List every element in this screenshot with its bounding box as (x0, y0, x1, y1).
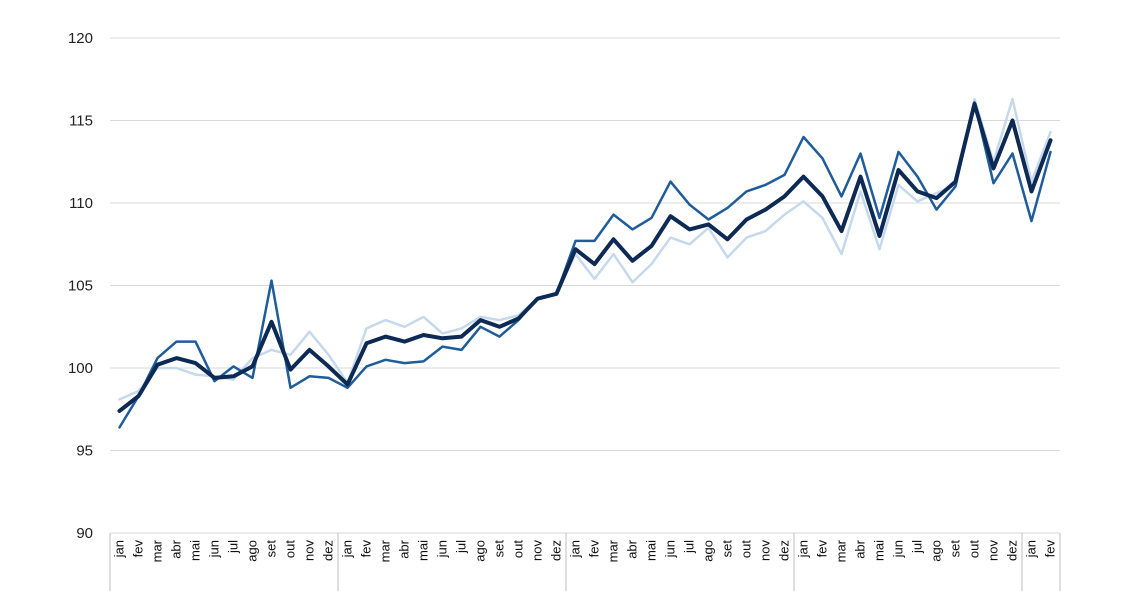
y-tick-label: 90 (76, 525, 93, 542)
x-tick-label: ago (929, 540, 944, 562)
y-tick-label: 110 (69, 195, 93, 212)
x-tick-label: jul (454, 540, 469, 554)
x-tick-label: jan (1024, 540, 1039, 558)
x-tick-label: out (283, 540, 298, 558)
x-tick-label: dez (777, 540, 792, 561)
x-tick-label: ago (473, 540, 488, 562)
x-tick-label: nov (986, 540, 1001, 561)
x-tick-label: jul (226, 540, 241, 554)
y-tick-label: 105 (68, 278, 93, 295)
x-tick-label: dez (321, 540, 336, 561)
x-tick-label: jan (568, 540, 583, 558)
y-axis-ticks: 90 95 100 105 110 115 120 (68, 30, 93, 542)
x-tick-label: set (492, 540, 507, 558)
y-tick-label: 100 (68, 360, 93, 377)
x-tick-label: nov (530, 540, 545, 561)
x-tick-label: out (511, 540, 526, 558)
x-tick-label: jun (435, 540, 450, 558)
x-tick-label: fev (131, 540, 146, 558)
y-tick-label: 120 (68, 30, 93, 47)
x-tick-label: mar (834, 539, 849, 562)
x-tick-label: fev (1043, 540, 1058, 558)
x-tick-label: abr (853, 539, 868, 558)
series-lines (117, 97, 1053, 429)
x-tick-label: jan (796, 540, 811, 558)
x-tick-label: abr (625, 539, 640, 558)
x-tick-label: mar (606, 539, 621, 562)
x-tick-label: fev (587, 540, 602, 558)
x-tick-label: jun (891, 540, 906, 558)
x-tick-label: out (967, 540, 982, 558)
x-tick-label: ago (245, 540, 260, 562)
x-tick-label: set (720, 540, 735, 558)
x-tick-label: jul (910, 540, 925, 554)
x-tick-label: mar (150, 539, 165, 562)
x-tick-label: jul (682, 540, 697, 554)
x-tick-label: fev (359, 540, 374, 558)
x-tick-label: dez (1005, 540, 1020, 561)
x-tick-label: set (948, 540, 963, 558)
x-tick-label: jan (340, 540, 355, 558)
x-tick-label: mai (416, 540, 431, 561)
x-tick-label: dez (549, 540, 564, 561)
x-tick-label: mai (188, 540, 203, 561)
series-line-2 (118, 101, 1052, 429)
x-axis-ticks: jan fev mar abr mai jun jul ago set out nov dez jan f… (112, 539, 1058, 562)
x-tick-label: fev (815, 540, 830, 558)
x-tick-label: out (739, 540, 754, 558)
series-line-1 (118, 97, 1052, 401)
x-tick-label: mai (872, 540, 887, 561)
x-tick-label: jun (207, 540, 222, 558)
x-tick-label: abr (169, 539, 184, 558)
x-tick-label: set (264, 540, 279, 558)
grid-lines (109, 37, 1061, 591)
x-tick-label: mar (378, 539, 393, 562)
x-tick-label: jun (663, 540, 678, 558)
y-tick-label: 115 (69, 113, 93, 130)
x-tick-label: ago (701, 540, 716, 562)
x-tick-label: nov (302, 540, 317, 561)
y-tick-label: 95 (76, 443, 93, 460)
series-line-3 (117, 102, 1053, 413)
x-tick-label: jan (112, 540, 127, 558)
x-tick-label: nov (758, 540, 773, 561)
x-tick-label: mai (644, 540, 659, 561)
x-tick-label: abr (397, 539, 412, 558)
